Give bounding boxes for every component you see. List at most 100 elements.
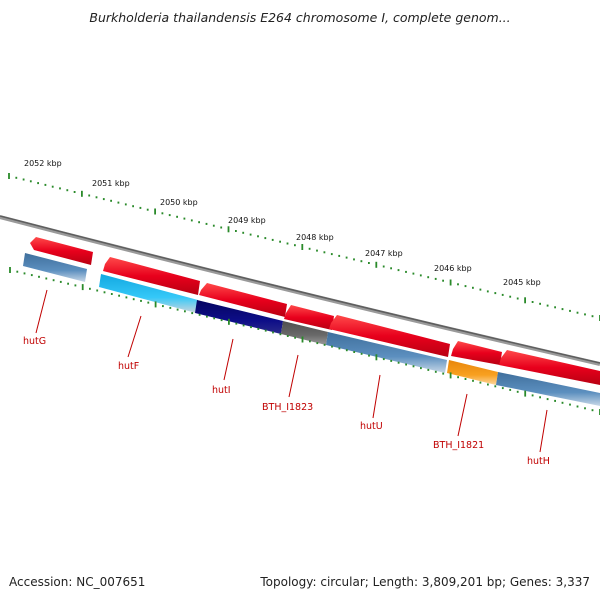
scale-tick xyxy=(29,180,32,183)
scale-tick xyxy=(132,298,135,301)
scale-tick xyxy=(487,383,489,386)
scale-tick xyxy=(183,217,186,220)
scale-tick xyxy=(117,201,120,204)
scale-tick xyxy=(272,331,274,334)
kbp-label: 2047 kbp xyxy=(365,249,403,258)
gene-labels: hutG hutF hutI BTH_I1823 hutU BTH_I1821 … xyxy=(23,336,550,467)
accession-text: Accession: NC_007651 xyxy=(9,575,146,589)
gene-label-BTH_I1823: BTH_I1823 xyxy=(262,402,313,413)
gene-label-hutH: hutH xyxy=(527,456,550,467)
scale-tick xyxy=(74,284,77,287)
scale-tick xyxy=(124,203,127,206)
scale-tick xyxy=(38,275,40,278)
scale-tick xyxy=(66,189,69,192)
scale-tick xyxy=(198,221,200,224)
scale-tick xyxy=(472,379,474,382)
scale-tick xyxy=(16,270,19,273)
scale-tick xyxy=(524,297,526,304)
scale-tick xyxy=(147,301,150,304)
scale-tick xyxy=(524,390,527,397)
scale-tick xyxy=(434,370,437,373)
scale-tick xyxy=(220,319,223,322)
scale-tick xyxy=(427,368,430,371)
kbp-label: 2049 kbp xyxy=(228,216,266,225)
scale-tick xyxy=(264,237,267,240)
inner-scale-ticks xyxy=(9,267,600,415)
cds-arrow[interactable] xyxy=(451,341,502,365)
scale-tick xyxy=(110,293,113,295)
scale-tick xyxy=(102,198,105,201)
scale-tick xyxy=(198,313,201,316)
gene-label-hutG: hutG xyxy=(23,336,46,347)
scale-tick xyxy=(309,340,311,343)
scale-tick xyxy=(264,329,267,332)
scale-tick xyxy=(569,309,571,312)
scale-tick xyxy=(227,226,230,233)
scale-tick xyxy=(375,261,378,268)
scale-tick xyxy=(9,267,11,273)
scale-tick xyxy=(501,293,504,296)
scale-tick xyxy=(591,409,594,412)
scale-tick xyxy=(140,299,142,302)
gene-bar-hutF[interactable] xyxy=(99,274,198,313)
kbp-label: 2046 kbp xyxy=(434,264,472,273)
gene-label-hutU: hutU xyxy=(360,421,383,432)
scale-tick xyxy=(442,372,445,375)
scale-tick xyxy=(67,282,69,285)
scale-tick xyxy=(531,394,534,397)
scale-tick xyxy=(323,251,326,254)
gene-bar-hutG[interactable] xyxy=(23,253,87,282)
scale-tick xyxy=(73,191,76,193)
scale-tick xyxy=(110,199,112,202)
scale-tick xyxy=(51,185,54,188)
scale-tick xyxy=(212,224,215,227)
cds-arrow[interactable] xyxy=(103,257,200,295)
scale-tick xyxy=(368,354,370,357)
scale-tick xyxy=(271,238,274,241)
scale-tick xyxy=(206,315,208,318)
genome-backbone-highlight xyxy=(0,215,600,364)
scale-tick xyxy=(405,270,407,273)
scale-tick xyxy=(486,290,489,293)
scale-tick xyxy=(279,240,281,243)
scale-tick xyxy=(45,277,48,280)
cds-arrow[interactable] xyxy=(284,305,334,330)
scale-tick xyxy=(360,352,363,355)
scale-tick xyxy=(397,269,400,272)
leader-line xyxy=(35,289,48,334)
kbp-label: 2052 kbp xyxy=(24,159,62,168)
scale-tick xyxy=(419,274,422,277)
cds-arrow[interactable] xyxy=(30,237,93,265)
kbp-scale-labels: 2052 kbp 2051 kbp 2050 kbp 2049 kbp 2048… xyxy=(24,159,541,287)
scale-tick xyxy=(81,284,84,291)
cds-arrow[interactable] xyxy=(499,350,600,385)
scale-tick xyxy=(316,249,318,252)
gene-bar-hutU[interactable] xyxy=(326,332,447,373)
scale-tick xyxy=(286,335,289,337)
scale-tick xyxy=(331,345,333,348)
scale-tick xyxy=(37,182,39,185)
scale-tick xyxy=(132,205,134,208)
scale-tick xyxy=(434,277,437,280)
scale-tick xyxy=(294,336,296,339)
scale-tick xyxy=(494,385,497,388)
scale-tick xyxy=(472,286,474,289)
leader-line xyxy=(127,315,142,358)
gene-bar-hutH[interactable] xyxy=(496,372,600,406)
scale-tick xyxy=(353,258,355,261)
cds-arrow[interactable] xyxy=(199,283,287,317)
gene-bar-BTH_I1821[interactable] xyxy=(447,360,498,385)
leader-line xyxy=(539,409,548,453)
scale-tick xyxy=(52,279,55,282)
scale-tick xyxy=(301,244,304,250)
scale-tick xyxy=(161,212,164,215)
scale-tick xyxy=(501,387,504,390)
scale-tick xyxy=(345,256,348,259)
scale-tick xyxy=(184,310,186,313)
cds-arrow[interactable] xyxy=(329,315,450,357)
scale-tick xyxy=(235,230,237,232)
gene-bar-BTH_I1823[interactable] xyxy=(281,321,328,345)
gene-bar-hutI[interactable] xyxy=(195,300,283,334)
scale-tick xyxy=(516,297,519,300)
